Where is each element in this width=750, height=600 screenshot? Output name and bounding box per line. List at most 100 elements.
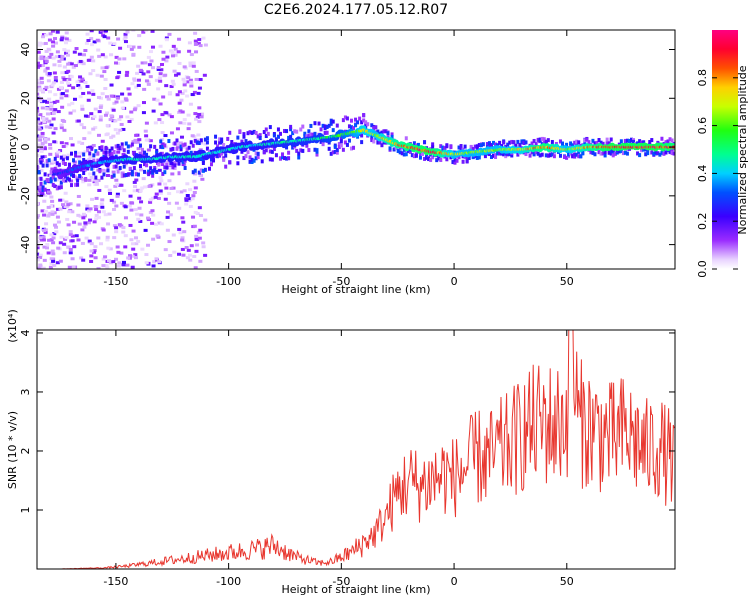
spectrogram-noise-cell [87, 178, 92, 182]
spectrogram-noise-cell [81, 62, 86, 66]
spectrogram-noise-cell [115, 194, 120, 198]
spectrogram-noise-cell [41, 119, 46, 123]
spectrogram-noise-cell [117, 261, 122, 265]
spectrogram-noise-cell [165, 55, 170, 59]
spectrogram-noise-cell [106, 222, 111, 226]
spectrogram-noise-cell [49, 233, 54, 237]
spectrogram-noise-cell [58, 259, 63, 263]
spectrogram-noise-cell [41, 266, 46, 269]
spectrogram-noise-cell [37, 243, 40, 247]
spectrogram-noise-cell [76, 203, 81, 207]
spectrogram-noise-cell [99, 74, 104, 78]
spectrogram-noise-cell [103, 55, 108, 59]
spectrogram-halo-cell [356, 120, 360, 125]
spectrogram-halo-cell [55, 186, 59, 191]
spectrogram-halo-cell [599, 140, 603, 145]
snr-ytick-label: 3 [19, 388, 32, 395]
spectrogram-noise-cell [53, 225, 58, 229]
spectrogram-halo-cell [532, 138, 536, 143]
spectrogram-noise-cell [53, 41, 58, 45]
spectrogram-noise-cell [70, 239, 75, 243]
spectrogram-noise-cell [66, 69, 71, 73]
spectrogram-noise-cell [178, 231, 183, 235]
spectrogram-halo-cell [264, 148, 268, 153]
spectrogram-noise-cell [112, 42, 117, 46]
spectrogram-halo-cell [98, 169, 102, 174]
spectrogram-noise-cell [64, 236, 69, 240]
spectrogram-noise-cell [164, 84, 169, 88]
spectrogram-noise-cell [137, 34, 142, 38]
spectrogram-halo-cell [445, 144, 449, 149]
spectrogram-noise-cell [121, 260, 126, 264]
spectrogram-noise-cell [101, 168, 106, 172]
spectrogram-noise-cell [146, 55, 151, 59]
spectrogram-noise-cell [97, 188, 102, 192]
spectrogram-halo-cell [589, 150, 593, 155]
spectrogram-noise-cell [72, 50, 77, 54]
spectrogram-noise-cell [139, 213, 144, 217]
spectrogram-noise-cell [163, 134, 168, 138]
spectrogram-noise-cell [178, 141, 183, 145]
spectrogram-noise-cell [38, 236, 43, 240]
spectrogram-noise-cell [139, 168, 144, 172]
spectrogram-halo-cell [254, 151, 258, 156]
spectrogram-halo-cell [69, 183, 73, 188]
spectrogram-noise-cell [109, 136, 114, 140]
spectrogram-noise-cell [167, 192, 172, 196]
spectrogram-noise-cell [129, 47, 134, 51]
snr-xtick-label: 50 [560, 575, 574, 588]
spectrogram-noise-cell [108, 118, 113, 122]
spectrogram-halo-cell [575, 139, 579, 144]
spectrogram-halo-cell [179, 147, 183, 152]
spectrogram-halo-cell [583, 141, 587, 146]
spectrogram-halo-cell [106, 168, 110, 173]
spectrogram-noise-cell [99, 30, 104, 33]
spectrogram-noise-cell [197, 86, 202, 90]
spectrogram-halo-cell [278, 131, 282, 136]
spectrogram-noise-cell [53, 108, 58, 112]
spectrogram-halo-cell [485, 142, 489, 147]
spectrogram-halo-cell [258, 133, 262, 138]
spectrogram-halo-cell [494, 153, 498, 158]
spectrogram-noise-cell [163, 160, 168, 164]
spectrogram-noise-cell [41, 235, 46, 239]
spectrogram-noise-cell [55, 166, 60, 170]
spectrogram-halo-cell [603, 150, 607, 155]
spectrogram-noise-cell [76, 119, 81, 123]
spectrogram-halo-cell [274, 137, 278, 142]
spectrogram-halo-cell [516, 152, 520, 157]
spectrogram-noise-cell [189, 244, 194, 248]
spectrogram-halo-cell [518, 143, 522, 148]
spectrogram-noise-cell [68, 247, 73, 251]
spectrogram-noise-cell [197, 206, 202, 210]
spectrogram-noise-cell [166, 210, 171, 214]
spectrogram-halo-cell [98, 146, 102, 151]
spectrogram-noise-cell [40, 134, 45, 138]
spectrogram-noise-cell [80, 228, 85, 232]
spectrogram-noise-cell [81, 258, 86, 262]
spectrogram-noise-cell [77, 155, 82, 159]
spectrogram-noise-cell [41, 238, 46, 242]
spectrogram-noise-cell [106, 36, 111, 40]
spectrogram-halo-cell [534, 149, 538, 154]
spectrogram-noise-cell [69, 62, 74, 66]
spectrogram-noise-cell [87, 239, 92, 243]
spectrogram-halo-cell [248, 159, 252, 164]
spectrogram-noise-cell [44, 222, 49, 226]
spectrogram-halo-cell [463, 144, 467, 149]
spectrogram-noise-cell [113, 119, 118, 123]
spectrogram-noise-cell [84, 236, 89, 240]
spectrogram-halo-cell [100, 147, 104, 152]
spectrogram-halo-cell [331, 128, 335, 133]
spectrogram-noise-cell [144, 253, 149, 257]
spectrogram-noise-cell [196, 133, 201, 137]
spectrogram-halo-cell [149, 166, 153, 171]
spectrogram-halo-cell [197, 140, 201, 145]
spectrogram-noise-cell [184, 198, 189, 202]
spectrogram-noise-cell [42, 258, 47, 262]
spectrogram-noise-cell [69, 179, 74, 183]
spectrogram-halo-cell [112, 164, 116, 169]
spectrogram-halo-cell [538, 153, 542, 158]
spectrogram-noise-cell [40, 89, 45, 93]
colorbar-ticks: 0.0 0.2 0.4 0.6 0.8 [696, 69, 738, 278]
